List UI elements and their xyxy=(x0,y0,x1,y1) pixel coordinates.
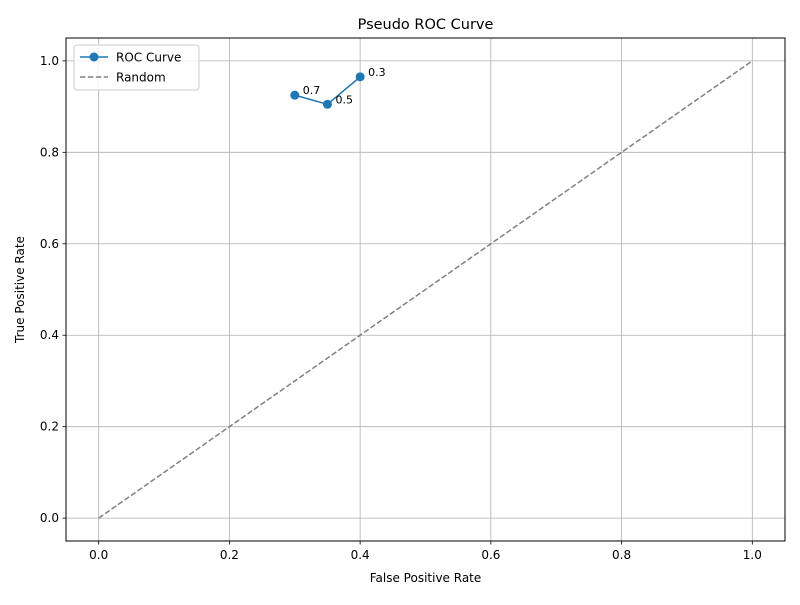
x-tick-label: 0.0 xyxy=(89,548,108,562)
roc-point xyxy=(322,99,332,109)
x-axis-title: False Positive Rate xyxy=(370,571,482,585)
x-tick-label: 0.4 xyxy=(351,548,370,562)
series-layer: 0.7 0.5 0.3 xyxy=(98,60,753,519)
roc-point-label: 0.5 xyxy=(335,93,353,106)
y-tick-label: 0.2 xyxy=(40,420,59,434)
roc-point-label: 0.7 xyxy=(303,84,321,97)
legend-roc-label: ROC Curve xyxy=(116,51,181,65)
y-tick-label: 0.0 xyxy=(40,511,59,525)
y-axis-title: True Positive Rate xyxy=(13,236,27,344)
y-tick-label: 1.0 xyxy=(40,54,59,68)
x-tick-label: 0.8 xyxy=(612,548,631,562)
tick-layer: 0.0 0.2 0.4 0.6 0.8 1.0 0.0 0.2 0.4 0.6 0.8 1.0 xyxy=(40,54,762,562)
legend-roc-marker xyxy=(89,52,99,62)
y-tick-label: 0.4 xyxy=(40,328,59,342)
roc-point xyxy=(355,72,365,82)
grid-layer xyxy=(66,38,785,541)
x-tick-label: 1.0 xyxy=(743,548,762,562)
roc-point-label: 0.3 xyxy=(368,66,386,79)
x-tick-label: 0.6 xyxy=(481,548,500,562)
random-line xyxy=(98,60,753,519)
legend-random-label: Random xyxy=(116,71,166,85)
plot-frame xyxy=(65,37,786,542)
y-tick-label: 0.8 xyxy=(40,145,59,159)
roc-point xyxy=(290,90,300,100)
x-tick-label: 0.2 xyxy=(220,548,239,562)
legend: ROC Curve Random xyxy=(73,44,200,91)
chart-title: Pseudo ROC Curve xyxy=(358,17,494,33)
y-tick-label: 0.6 xyxy=(40,237,59,251)
